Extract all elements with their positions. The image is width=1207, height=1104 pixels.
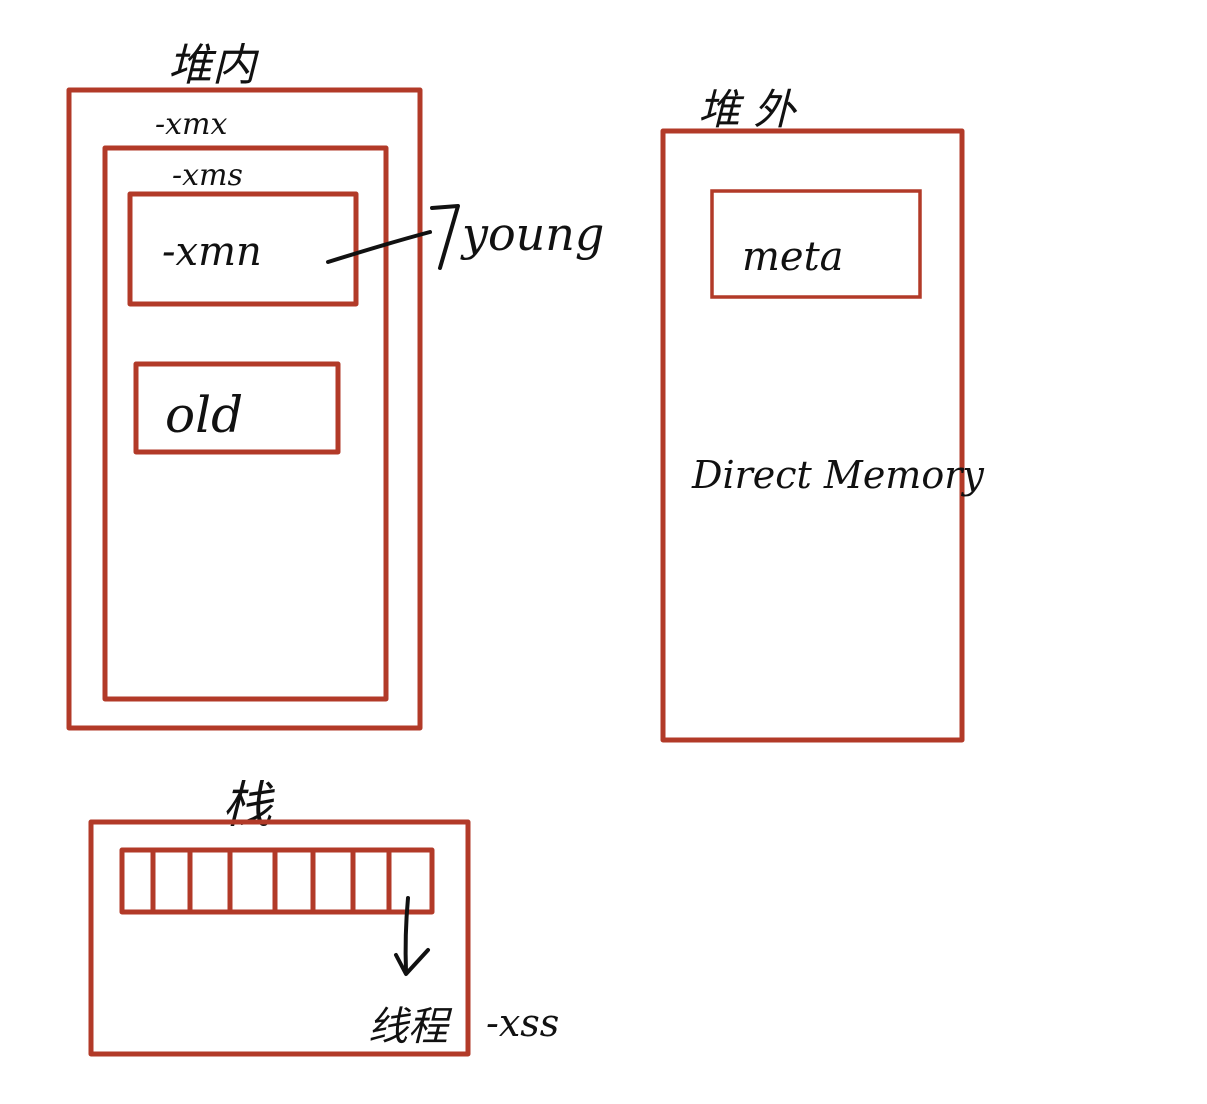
old-label: old [165,386,243,444]
young-pointer-line [326,230,432,264]
thread-arrow-shaft [403,896,410,974]
stack-section: 栈 线程 -xss [88,776,559,1057]
young-label: young [460,207,604,261]
heap-title: 堆内 [168,40,260,91]
heap-section: 堆内 -xmx -xms -xmn young old [66,40,604,731]
meta-box [710,189,922,299]
young-xmn-box [127,191,359,307]
offheap-title: 堆 外 [698,85,797,134]
thread-arrow-head [394,948,430,976]
stack-title: 栈 [222,776,275,834]
xmn-label: -xmn [162,229,262,275]
meta-label: meta [742,234,844,280]
offheap-box [660,128,965,743]
xmx-label: -xmx [155,107,228,142]
old-box [133,361,341,455]
offheap-section: 堆 外 meta Direct Memory [660,85,984,743]
stack-box [88,819,471,1057]
heap-xms-box [102,145,389,702]
xss-label: -xss [486,1001,559,1045]
direct-memory-label: Direct Memory [691,453,984,497]
young-pointer-arrow [430,204,460,270]
xms-label: -xms [172,158,243,193]
stack-frames-box [119,847,435,915]
thread-label: 线程 [368,1004,453,1050]
heap-xmx-box [66,87,423,731]
stack-frame-dividers [150,852,392,910]
